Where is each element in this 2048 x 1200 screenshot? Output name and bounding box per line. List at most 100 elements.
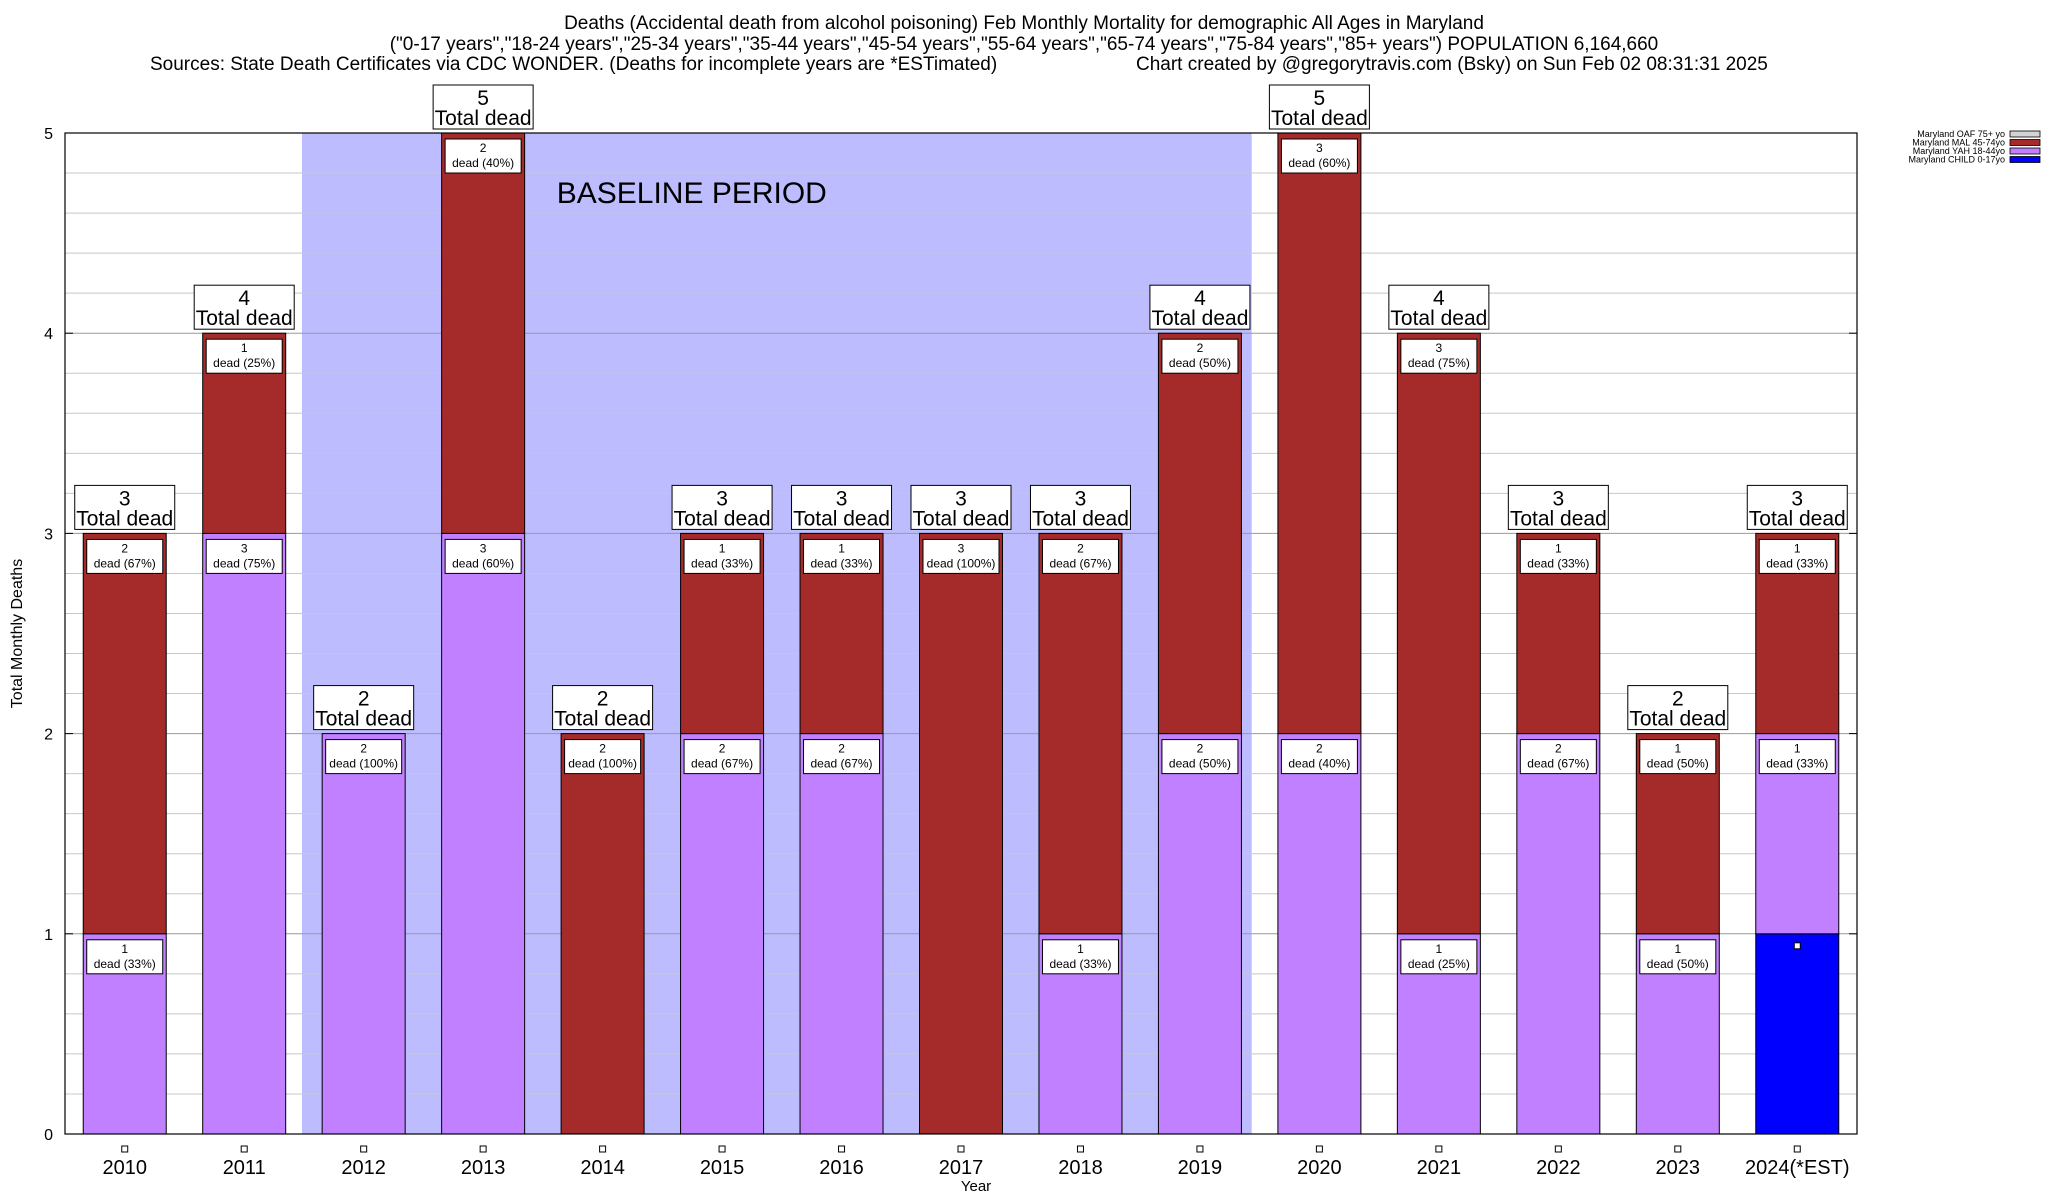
segment-label-text: dead (75%) [1408, 356, 1470, 370]
segment-label-text: dead (40%) [1288, 757, 1350, 771]
x-tick-label: 2013 [461, 1157, 506, 1179]
segment-label-box [564, 739, 642, 775]
segment-label-count: 2 [480, 141, 487, 155]
x-tick-label: 2019 [1178, 1157, 1223, 1179]
total-label-text: Total dead [315, 708, 412, 731]
total-label-text: Total dead [76, 507, 173, 530]
legend-swatch [2009, 139, 2041, 146]
total-label-count: 5 [477, 87, 489, 110]
segment-label-box [1639, 739, 1717, 775]
segment-label-box [1041, 939, 1119, 975]
bar-segment [441, 532, 526, 1135]
segment-label-text: dead (25%) [213, 356, 275, 370]
y-tick-label: 3 [44, 526, 53, 543]
total-label-text: Total dead [674, 507, 771, 530]
segment-label-box [205, 338, 283, 374]
segment-label-box [444, 138, 522, 174]
total-label-box [193, 284, 295, 330]
segment-label-text: dead (50%) [1169, 757, 1231, 771]
x-axis-label: Year [961, 1178, 991, 1195]
total-label-box [1746, 484, 1848, 530]
x-marker [121, 1145, 129, 1153]
total-label-text: Total dead [793, 507, 890, 530]
bar-segment [1157, 733, 1242, 1135]
chart-title: Deaths (Accidental death from alcohol po… [564, 13, 1484, 34]
x-marker [1554, 1145, 1562, 1153]
total-label-count: 3 [955, 487, 967, 510]
bar-segment [1755, 933, 1840, 1135]
total-label-text: Total dead [1390, 307, 1487, 330]
segment-label-box [1519, 538, 1597, 574]
total-label-box [910, 484, 1012, 530]
segment-label-text: dead (33%) [691, 556, 753, 570]
legend-swatch [2009, 147, 2041, 155]
segment-label-text: dead (33%) [1049, 957, 1111, 971]
segment-label-text: dead (50%) [1647, 757, 1709, 771]
total-label-count: 3 [1791, 487, 1803, 510]
x-tick-label: 2015 [700, 1157, 745, 1179]
segment-label-box [1758, 739, 1836, 775]
total-label-box [1507, 484, 1609, 530]
segment-label-box [205, 538, 283, 574]
legend-swatch [2009, 156, 2041, 163]
x-marker [1435, 1145, 1443, 1153]
segment-label-box [922, 538, 1000, 574]
chart-credit-note: Chart created by @gregorytravis.com (Bsk… [1136, 54, 1768, 75]
segment-label-text: dead (100%) [568, 757, 637, 771]
x-tick-label: 2011 [223, 1157, 266, 1179]
segment-label-count: 2 [599, 742, 606, 756]
bar-segment [680, 733, 765, 1135]
total-label-count: 2 [597, 688, 609, 711]
total-label-box [432, 84, 534, 130]
bar-segment [560, 733, 645, 1135]
segment-label-count: 1 [1794, 742, 1801, 756]
legend-label: Maryland OAF 75+ yo [1917, 129, 2005, 139]
bar-segment [919, 532, 1003, 1135]
bar-segment [1157, 332, 1242, 735]
legend-label: Maryland YAH 18-44yo [1913, 146, 2005, 156]
bar-segment [82, 532, 167, 935]
bar-segment [441, 132, 526, 534]
segment-label-box [325, 739, 403, 775]
total-label-text: Total dead [1510, 507, 1607, 530]
x-tick-label: 2012 [341, 1157, 386, 1179]
segment-label-box [1161, 739, 1239, 775]
segment-label-text: dead (25%) [1408, 957, 1470, 971]
segment-label-count: 3 [480, 541, 487, 555]
total-label-text: Total dead [1032, 507, 1129, 530]
segment-label-count: 1 [1555, 541, 1562, 555]
total-label-count: 3 [716, 487, 728, 510]
x-tick-label: 2010 [102, 1157, 147, 1179]
segment-label-count: 2 [1197, 341, 1204, 355]
segment-label-box [1519, 739, 1597, 775]
x-marker [599, 1145, 607, 1153]
x-tick-label: 2020 [1297, 1157, 1342, 1179]
bar-segment [321, 733, 406, 1135]
total-label-count: 3 [836, 487, 848, 510]
legend-label: Maryland CHILD 0-17yo [1908, 155, 2005, 165]
segment-label-text: dead (50%) [1169, 356, 1231, 370]
segment-label-count: 3 [241, 541, 248, 555]
segment-label-box [1758, 538, 1836, 574]
segment-label-box [683, 538, 761, 574]
bar-segment [202, 532, 287, 1135]
segment-label-count: 2 [1077, 541, 1084, 555]
total-label-text: Total dead [435, 107, 532, 130]
segment-label-text: dead (60%) [452, 556, 514, 570]
total-label-box [313, 685, 415, 731]
segment-label-box [683, 739, 761, 775]
segment-label-text: dead (75%) [213, 556, 275, 570]
total-label-box [1149, 284, 1251, 330]
segment-label-box [1400, 338, 1478, 374]
segment-label-box [803, 538, 881, 574]
total-label-box [74, 484, 176, 530]
segment-label-count: 2 [360, 742, 367, 756]
bar-segment [1396, 332, 1481, 935]
bar-segment [1516, 733, 1601, 1135]
total-label-box [1268, 84, 1370, 130]
x-marker [1315, 1145, 1323, 1153]
segment-label-count: 2 [838, 742, 845, 756]
x-tick-label: 2016 [819, 1157, 864, 1179]
legend-label: Maryland MAL 45-74yo [1912, 138, 2005, 148]
